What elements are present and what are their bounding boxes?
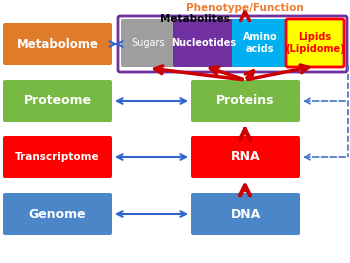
FancyBboxPatch shape <box>3 193 112 235</box>
FancyBboxPatch shape <box>3 136 112 178</box>
FancyBboxPatch shape <box>121 19 175 67</box>
Text: Lipids
(Lipidome): Lipids (Lipidome) <box>285 32 345 54</box>
Text: RNA: RNA <box>231 150 260 164</box>
FancyBboxPatch shape <box>286 19 344 67</box>
Text: Phenotype/Function: Phenotype/Function <box>186 3 304 13</box>
Text: Proteins: Proteins <box>216 94 275 108</box>
Text: Nucleotides: Nucleotides <box>171 38 236 48</box>
FancyBboxPatch shape <box>118 16 347 72</box>
FancyBboxPatch shape <box>232 19 288 67</box>
FancyBboxPatch shape <box>173 19 234 67</box>
Text: Metabolome: Metabolome <box>16 38 98 50</box>
FancyBboxPatch shape <box>191 80 300 122</box>
FancyBboxPatch shape <box>191 193 300 235</box>
Text: DNA: DNA <box>230 208 261 220</box>
Text: Transcriptome: Transcriptome <box>15 152 100 162</box>
Text: Genome: Genome <box>29 208 86 220</box>
Text: Metabolites: Metabolites <box>160 14 230 24</box>
Text: Sugars: Sugars <box>131 38 165 48</box>
FancyBboxPatch shape <box>3 80 112 122</box>
FancyBboxPatch shape <box>191 136 300 178</box>
Text: Amino
acids: Amino acids <box>243 32 277 54</box>
Text: Proteome: Proteome <box>23 94 92 108</box>
FancyBboxPatch shape <box>3 23 112 65</box>
